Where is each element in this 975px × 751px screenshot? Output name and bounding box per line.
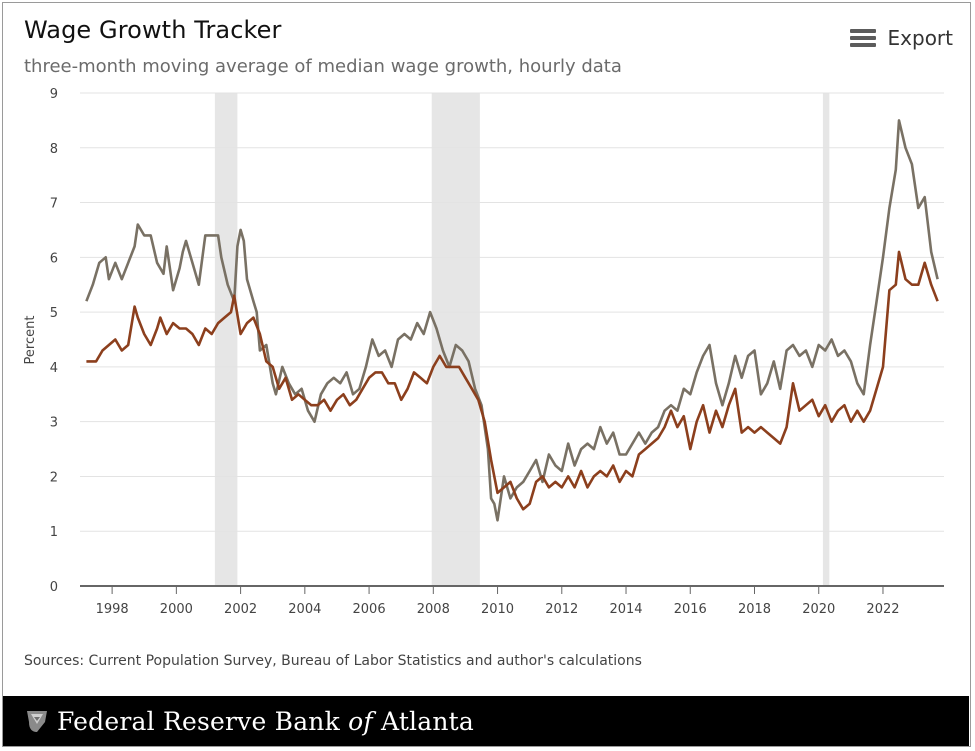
y-tick-label-2: 2 <box>50 470 58 485</box>
recession-bands <box>214 93 830 586</box>
chart-title: Wage Growth Tracker <box>24 16 282 44</box>
series-line-0 <box>85 119 939 522</box>
chart-subtitle: three-month moving average of median wag… <box>24 56 622 77</box>
x-tick-label-2022: 2022 <box>866 602 899 617</box>
x-tick-label-2020: 2020 <box>802 602 835 617</box>
x-tick-label-2000: 2000 <box>160 602 193 617</box>
x-tick-label-2006: 2006 <box>353 602 386 617</box>
y-tick-label-4: 4 <box>50 361 58 376</box>
x-tick-label-2004: 2004 <box>288 602 321 617</box>
y-tick-label-7: 7 <box>50 197 58 212</box>
bank-name-of: of <box>348 706 373 736</box>
x-tick-label-2010: 2010 <box>481 602 514 617</box>
hamburger-menu-icon <box>849 29 876 47</box>
y-tick-label-0: 0 <box>50 580 58 595</box>
x-tick-label-1998: 1998 <box>96 602 129 617</box>
x-axis-ticks: 1998 2000 2002 2004 2006 2008 2010 2012 2014 2016… <box>96 586 900 617</box>
bank-name: Federal Reserve Bank of Atlanta <box>57 707 474 736</box>
export-button[interactable]: Export <box>849 26 953 50</box>
recession-band-0 <box>214 93 238 586</box>
series-lines <box>85 119 939 522</box>
series-line-1 <box>86 250 939 511</box>
y-tick-label-3: 3 <box>50 416 58 431</box>
x-tick-label-2016: 2016 <box>674 602 707 617</box>
y-tick-label-1: 1 <box>50 525 58 540</box>
line-chart: 0 1 2 3 4 5 6 7 8 9 1998 2000 2002 2004 2006 2008 2010 2… <box>23 87 944 617</box>
x-tick-label-2018: 2018 <box>738 602 771 617</box>
sources-note: Sources: Current Population Survey, Bure… <box>24 653 642 669</box>
x-tick-label-2002: 2002 <box>224 602 257 617</box>
gridlines <box>80 92 944 587</box>
x-tick-label-2008: 2008 <box>417 602 450 617</box>
y-tick-label-5: 5 <box>50 306 58 321</box>
x-tick-label-2012: 2012 <box>545 602 578 617</box>
eagle-seal-icon <box>27 711 47 732</box>
recession-band-2 <box>822 93 830 586</box>
footer-bar: Federal Reserve Bank of Atlanta <box>3 696 969 746</box>
x-tick-label-2014: 2014 <box>609 602 642 617</box>
y-tick-label-6: 6 <box>50 251 58 266</box>
y-axis-label: Percent <box>23 316 38 365</box>
y-tick-label-8: 8 <box>50 142 58 157</box>
bank-name-city: Atlanta <box>381 706 475 736</box>
export-label: Export <box>887 26 953 50</box>
y-axis-ticks: 0 1 2 3 4 5 6 7 8 9 <box>50 87 58 595</box>
y-tick-label-9: 9 <box>50 87 58 102</box>
bank-name-prefix: Federal Reserve Bank <box>57 706 340 736</box>
